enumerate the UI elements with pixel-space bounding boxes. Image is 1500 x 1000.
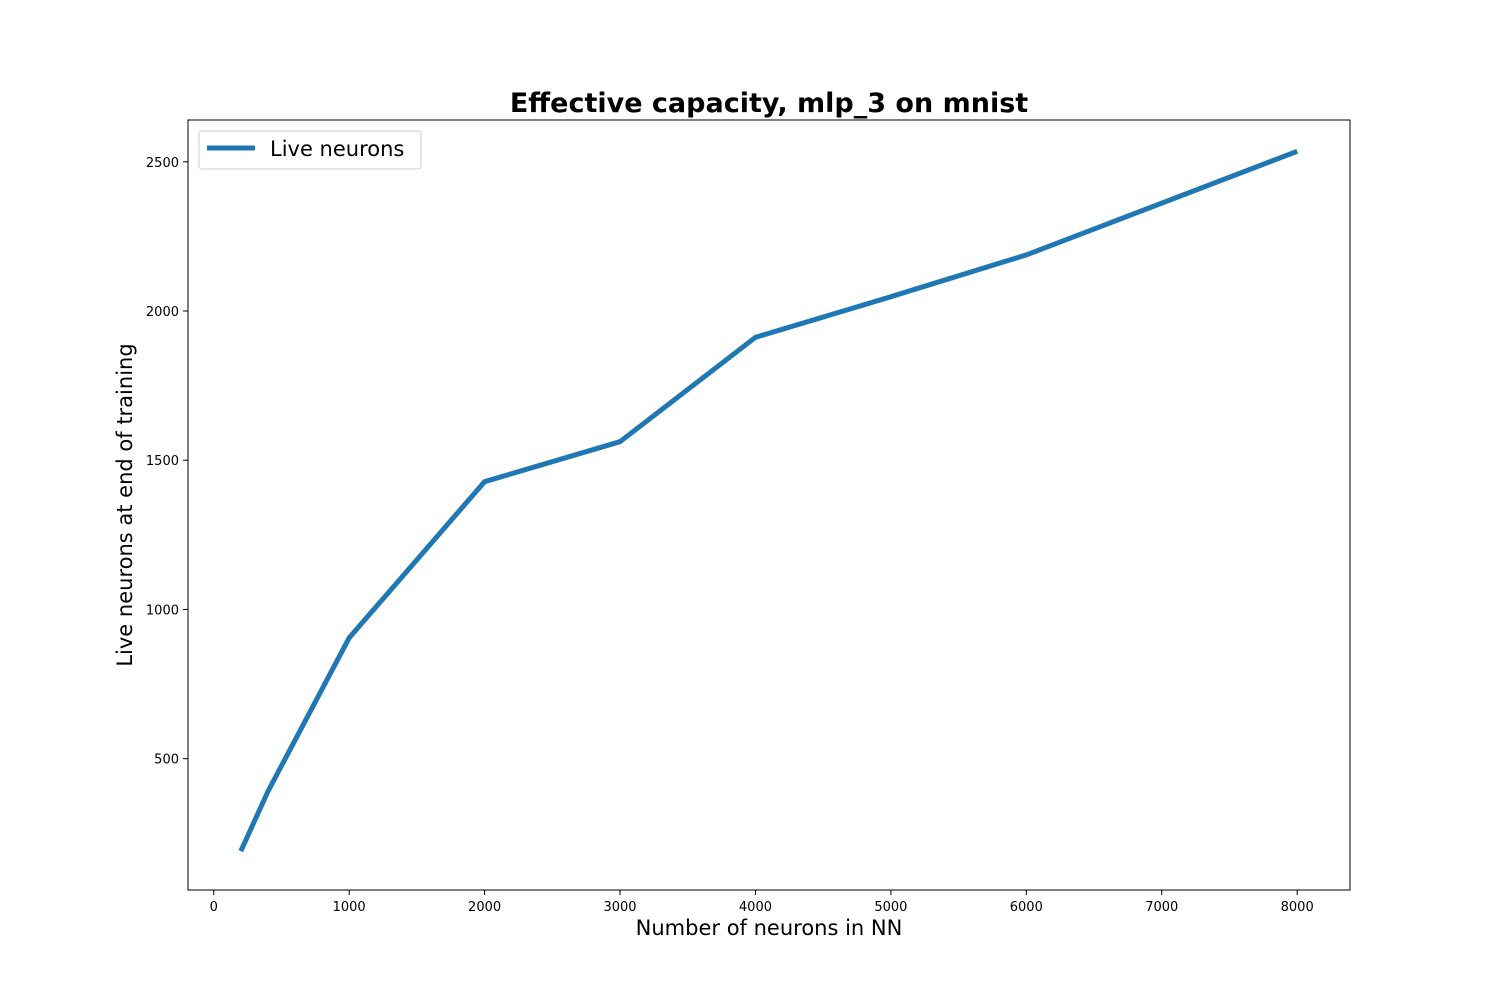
legend-label: Live neurons: [270, 137, 404, 161]
x-tick-label: 7000: [1145, 900, 1178, 915]
y-tick-label: 2000: [146, 305, 179, 320]
x-axis-title: Number of neurons in NN: [636, 916, 903, 940]
plot-area-frame: [187, 119, 1351, 891]
y-tick-label: 2500: [146, 156, 179, 171]
x-tick-label: 4000: [739, 900, 772, 915]
x-tick-label: 0: [210, 900, 218, 915]
y-tick-label: 1000: [146, 603, 179, 618]
x-tick-label: 1000: [333, 900, 366, 915]
x-tick-label: 6000: [1010, 900, 1043, 915]
series-line: [238, 148, 1299, 853]
x-tick-label: 5000: [874, 900, 907, 915]
x-tick-label: 3000: [603, 900, 636, 915]
y-axis: 500 1000 1500 2000 2500: [146, 156, 188, 768]
y-tick-label: 500: [154, 753, 179, 768]
x-tick-label: 2000: [468, 900, 501, 915]
x-axis: 0 1000 2000 3000 4000 5000 6000 7000 8000: [210, 890, 1314, 915]
y-tick-label: 1500: [146, 454, 179, 469]
legend: Live neurons: [198, 130, 422, 170]
legend-box: [198, 130, 422, 170]
series-layer: [238, 148, 1299, 853]
chart-title: Effective capacity, mlp_3 on mnist: [510, 88, 1028, 119]
y-axis-title: Live neurons at end of training: [113, 343, 137, 666]
x-tick-label: 8000: [1281, 900, 1314, 915]
